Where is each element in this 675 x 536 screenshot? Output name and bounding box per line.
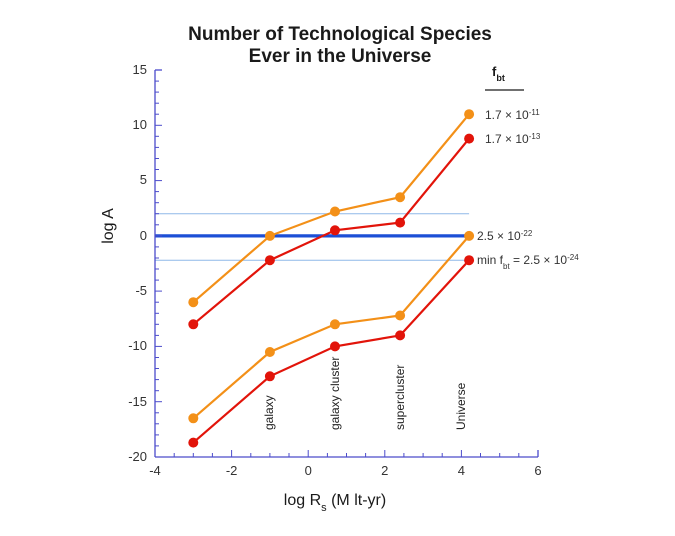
svg-text:1.7 × 10-11: 1.7 × 10-11 <box>485 108 540 123</box>
svg-text:-10: -10 <box>128 338 147 353</box>
svg-text:-5: -5 <box>135 283 147 298</box>
svg-text:6: 6 <box>534 463 541 478</box>
svg-text:Ever in the Universe: Ever in the Universe <box>249 46 432 67</box>
svg-text:-2: -2 <box>226 463 238 478</box>
svg-text:log Rs (M lt-yr): log Rs (M lt-yr) <box>284 492 386 514</box>
svg-text:0: 0 <box>140 228 147 243</box>
svg-text:2.5 × 10-22: 2.5 × 10-22 <box>477 229 533 244</box>
svg-text:-4: -4 <box>149 463 161 478</box>
svg-text:-15: -15 <box>128 394 147 409</box>
svg-text:5: 5 <box>140 172 147 187</box>
svg-text:galaxy cluster: galaxy cluster <box>328 357 342 430</box>
svg-text:15: 15 <box>133 62 147 77</box>
svg-text:10: 10 <box>133 117 147 132</box>
svg-text:Number of Technological Specie: Number of Technological Species <box>188 24 492 45</box>
svg-text:1.7 × 10-13: 1.7 × 10-13 <box>485 132 541 147</box>
svg-text:galaxy: galaxy <box>262 395 276 430</box>
svg-text:-20: -20 <box>128 449 147 464</box>
svg-text:Universe: Universe <box>454 382 468 430</box>
svg-text:fbt: fbt <box>492 64 505 83</box>
svg-text:2: 2 <box>381 463 388 478</box>
svg-text:0: 0 <box>305 463 312 478</box>
svg-text:log A: log A <box>100 208 117 244</box>
svg-text:4: 4 <box>458 463 465 478</box>
svg-text:min fbt = 2.5 × 10-24: min fbt = 2.5 × 10-24 <box>477 253 579 271</box>
svg-text:supercluster: supercluster <box>393 365 407 430</box>
